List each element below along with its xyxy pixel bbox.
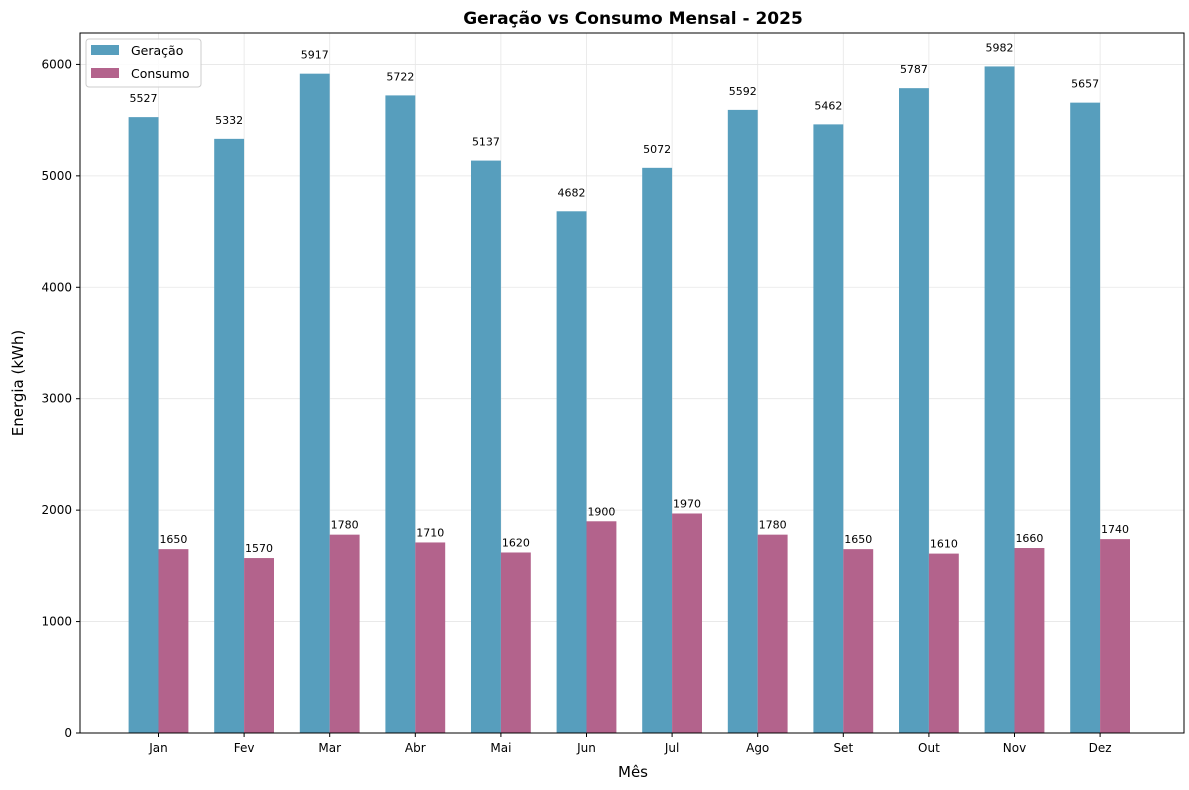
bars	[128, 66, 1130, 734]
bar-consumo-dez	[1100, 539, 1130, 733]
data-label-geracao-jun: 4682	[558, 186, 586, 199]
x-tick-label-set: Set	[833, 741, 853, 755]
data-label-consumo-fev: 1570	[245, 542, 273, 555]
x-tick-label-fev: Fev	[234, 741, 255, 755]
data-label-consumo-abr: 1710	[416, 526, 444, 539]
y-tick-label: 0	[64, 726, 72, 740]
plot-frame	[79, 32, 1185, 734]
x-tick-label-jun: Jun	[576, 741, 596, 755]
bar-geracao-fev	[214, 138, 245, 733]
data-label-consumo-dez: 1740	[1101, 523, 1129, 536]
bar-geracao-jan	[128, 117, 159, 733]
legend-swatch-consumo	[91, 68, 119, 78]
data-label-geracao-mar: 5917	[301, 49, 329, 62]
data-label-consumo-mar: 1780	[331, 519, 359, 532]
data-label-consumo-mai: 1620	[502, 536, 530, 549]
x-tick-label-dez: Dez	[1089, 741, 1112, 755]
x-axis-label: Mês	[618, 763, 648, 781]
data-label-consumo-nov: 1660	[1015, 532, 1043, 545]
x-tick-label-mar: Mar	[318, 741, 341, 755]
bar-consumo-jun	[586, 521, 617, 733]
y-tick-label: 3000	[41, 392, 72, 406]
x-tick-label-jul: Jul	[664, 741, 679, 755]
data-label-geracao-mai: 5137	[472, 136, 500, 149]
y-tick-label: 5000	[41, 169, 72, 183]
x-tick-label-mai: Mai	[490, 741, 511, 755]
legend: Geração Consumo	[85, 38, 202, 88]
data-label-consumo-out: 1610	[930, 538, 958, 551]
bar-geracao-ago	[727, 109, 758, 733]
data-label-consumo-ago: 1780	[759, 519, 787, 532]
bar-consumo-abr	[415, 542, 446, 733]
bar-geracao-abr	[385, 95, 416, 733]
legend-swatch-geracao	[91, 45, 119, 55]
bar-geracao-out	[899, 88, 929, 733]
y-tick-label: 6000	[41, 57, 72, 71]
data-label-geracao-jan: 5527	[130, 92, 158, 105]
bar-consumo-mai	[500, 552, 531, 733]
data-label-consumo-jun: 1900	[587, 505, 615, 518]
chart-title: Geração vs Consumo Mensal - 2025	[463, 9, 803, 29]
data-label-geracao-jul: 5072	[643, 143, 671, 156]
legend-label-consumo: Consumo	[131, 66, 190, 81]
bar-consumo-nov	[1014, 548, 1045, 733]
legend-label-geracao: Geração	[131, 43, 183, 58]
data-label-consumo-jul: 1970	[673, 497, 701, 510]
y-tick-label: 4000	[41, 280, 72, 294]
bar-consumo-fev	[244, 558, 274, 733]
data-label-geracao-set: 5462	[814, 99, 842, 112]
bar-geracao-dez	[1070, 102, 1101, 733]
data-label-geracao-dez: 5657	[1071, 78, 1099, 91]
bar-geracao-mar	[299, 73, 330, 734]
bar-geracao-set	[813, 124, 844, 733]
x-tick-label-jan: Jan	[148, 741, 168, 755]
bar-geracao-jun	[556, 211, 587, 733]
data-label-geracao-out: 5787	[900, 63, 928, 76]
y-axis-label: Energia (kWh)	[9, 330, 27, 437]
data-label-consumo-jan: 1650	[159, 533, 187, 546]
bar-geracao-nov	[984, 66, 1015, 734]
data-label-geracao-fev: 5332	[215, 114, 243, 127]
data-label-geracao-nov: 5982	[986, 41, 1014, 54]
y-tick-label: 1000	[41, 615, 72, 629]
x-tick-label-abr: Abr	[405, 741, 426, 755]
bar-consumo-mar	[329, 534, 360, 733]
x-tick-label-out: Out	[918, 741, 940, 755]
data-labels: 5527 1650 5332 1570 5917 1780 5722 1710 5137 1620…	[130, 41, 1130, 555]
bar-consumo-ago	[757, 534, 788, 733]
bar-geracao-mai	[471, 160, 501, 733]
bar-consumo-jul	[672, 513, 702, 733]
data-label-geracao-ago: 5592	[729, 85, 757, 98]
data-label-geracao-abr: 5722	[386, 70, 414, 83]
x-tick-label-ago: Ago	[746, 741, 769, 755]
bar-consumo-out	[928, 553, 959, 733]
data-label-consumo-set: 1650	[844, 533, 872, 546]
x-axis-ticks: Jan Fev Mar Abr Mai Jun Jul Ago Set Out Nov Dez	[148, 733, 1112, 755]
bar-consumo-jan	[158, 549, 189, 733]
y-axis-ticks: 0 1000 2000 3000 4000 5000 6000	[41, 57, 80, 740]
x-tick-label-nov: Nov	[1003, 741, 1026, 755]
y-tick-label: 2000	[41, 503, 72, 517]
bar-consumo-set	[843, 549, 874, 733]
bar-geracao-jul	[642, 167, 673, 734]
